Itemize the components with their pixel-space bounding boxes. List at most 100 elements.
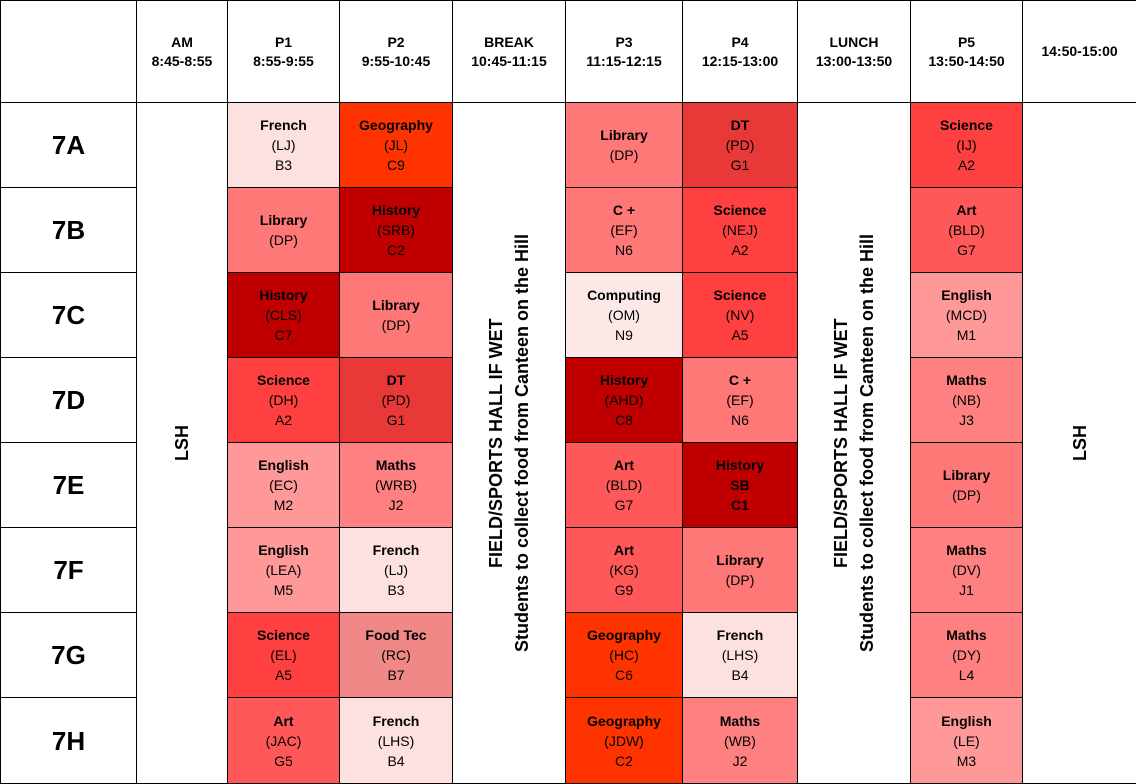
teacher: (EL) [270, 647, 297, 663]
teacher: (LHS) [377, 732, 415, 749]
teacher: (DP) [952, 487, 981, 503]
header-cell: 14:50-15:00 [1022, 0, 1136, 103]
row-label: 7C [0, 272, 137, 358]
subject: Geography [587, 712, 661, 729]
teacher: (EF) [726, 392, 754, 408]
subject: C + [612, 202, 636, 218]
teacher: (DP) [381, 317, 411, 333]
subject: Maths [946, 372, 987, 388]
subject: Library [716, 552, 764, 568]
class-name: 7E [52, 470, 85, 500]
room: L4 [958, 667, 975, 683]
header-text: 8:55-9:55 [253, 52, 314, 69]
lesson-cell: Maths (WRB) J2 [339, 442, 453, 528]
subject: English [941, 287, 992, 303]
teacher: (PD) [725, 137, 755, 153]
lesson-cell: DT (PD) G1 [682, 102, 798, 188]
room: B3 [274, 157, 293, 173]
subject: Maths [719, 712, 761, 729]
vertical-line: FIELD/SPORTS HALL IF WET [486, 318, 506, 568]
lesson-cell: Science (IJ) A2 [910, 102, 1023, 188]
subject: History [715, 457, 765, 473]
header-text: 12:15-13:00 [701, 52, 779, 69]
room: G5 [274, 752, 293, 769]
lesson-cell: Art (KG) G9 [565, 527, 683, 613]
teacher: (DH) [268, 392, 299, 408]
room: C9 [387, 157, 405, 173]
lesson-cell: Geography (JL) C9 [339, 102, 453, 188]
subject: French [372, 542, 420, 558]
row-label: 7A [0, 102, 137, 188]
lesson-cell: Maths (DV) J1 [910, 527, 1023, 613]
merged-column: FIELD/SPORTS HALL IF WET Students to coll… [452, 102, 566, 784]
subject: Art [613, 457, 635, 473]
header-cell: BREAK 10:45-11:15 [452, 0, 566, 103]
teacher: (CLS) [265, 307, 302, 323]
header-text: 8:45-8:55 [151, 52, 213, 69]
lesson-cell: Art (BLD) G7 [565, 442, 683, 528]
lesson-cell: French (LJ) B3 [339, 527, 453, 613]
teacher: (BLD) [948, 222, 985, 238]
room: B4 [387, 752, 405, 769]
room: A5 [731, 327, 749, 343]
subject: Science [257, 372, 310, 388]
teacher: (EF) [610, 222, 638, 238]
lesson-cell: Science (NEJ) A2 [682, 187, 798, 273]
subject: C + [728, 372, 752, 388]
teacher: (DP) [725, 572, 755, 588]
room: G9 [614, 582, 634, 598]
subject: Maths [946, 542, 987, 558]
merged-column: LSH [136, 102, 228, 784]
lesson-cell: Maths (NB) J3 [910, 357, 1023, 443]
lesson-cell: Library (DP) [910, 442, 1023, 528]
teacher: SB [730, 477, 750, 493]
subject: English [258, 457, 309, 473]
subject: Library [600, 127, 648, 143]
teacher: (LE) [953, 732, 980, 749]
header-cell: LUNCH 13:00-13:50 [797, 0, 911, 103]
room: C6 [615, 667, 633, 683]
vertical-text: FIELD/SPORTS HALL IF WET Students to coll… [483, 234, 535, 652]
lesson-cell: Library (DP) [565, 102, 683, 188]
teacher: (AHD) [604, 392, 644, 408]
room: N9 [615, 327, 633, 343]
header-text: P4 [731, 33, 749, 50]
room: G7 [957, 242, 976, 258]
merged-column: LSH [1022, 102, 1136, 784]
subject: DT [730, 117, 750, 133]
lesson-cell: Art (BLD) G7 [910, 187, 1023, 273]
header-text: 14:50-15:00 [1041, 43, 1118, 59]
lesson-cell: Science (NV) A5 [682, 272, 798, 358]
teacher: (RC) [381, 647, 411, 663]
subject: Art [956, 202, 977, 218]
header-text: 9:55-10:45 [361, 52, 431, 69]
header-text: 13:00-13:50 [815, 52, 893, 69]
lesson-cell: English (LEA) M5 [227, 527, 340, 613]
teacher: (WB) [724, 732, 756, 749]
subject: Food Tec [365, 627, 427, 643]
header-text: AM [171, 33, 193, 50]
lesson-cell: Library (DP) [339, 272, 453, 358]
subject: Science [940, 117, 993, 133]
teacher: (NB) [952, 392, 981, 408]
row-label: 7G [0, 612, 137, 698]
subject: French [372, 712, 420, 729]
lesson-cell: C + (EF) N6 [565, 187, 683, 273]
subject: Library [259, 212, 308, 228]
subject: French [716, 627, 764, 643]
subject: History [259, 287, 308, 303]
lesson-cell: Art (JAC) G5 [227, 697, 340, 784]
lesson-cell: Library (DP) [227, 187, 340, 273]
room: G7 [614, 497, 634, 513]
teacher: (JAC) [265, 732, 302, 749]
vertical-text: FIELD/SPORTS HALL IF WET Students to coll… [828, 234, 880, 652]
lesson-cell: Library (DP) [682, 527, 798, 613]
teacher: (MCD) [945, 307, 988, 323]
room: G1 [386, 412, 406, 428]
vertical-text: LSH [169, 425, 195, 461]
lesson-cell: Science (EL) A5 [227, 612, 340, 698]
lesson-cell: English (MCD) M1 [910, 272, 1023, 358]
subject: Computing [587, 287, 661, 303]
teacher: (SRB) [376, 222, 416, 238]
room: C7 [274, 327, 293, 343]
